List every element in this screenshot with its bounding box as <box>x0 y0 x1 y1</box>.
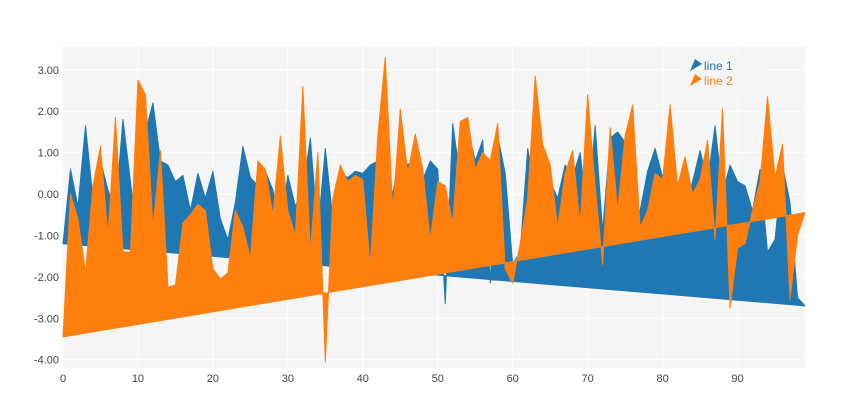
series-area-2 <box>62 56 806 363</box>
x-tick-label: 0 <box>60 373 66 385</box>
y-tick-label: -3.00 <box>34 313 59 325</box>
x-tick-label: 80 <box>656 373 668 385</box>
x-tick-label: 60 <box>507 373 519 385</box>
series-layer <box>62 56 806 363</box>
y-tick-label: 3.00 <box>38 65 59 77</box>
legend-swatch-2 <box>690 74 702 86</box>
x-tick-label: 90 <box>731 373 743 385</box>
x-tick-label: 40 <box>357 373 369 385</box>
y-tick-label: -4.00 <box>34 355 59 367</box>
y-tick-label: -2.00 <box>34 272 59 284</box>
x-tick-label: 50 <box>432 373 444 385</box>
x-tick-label: 10 <box>132 373 144 385</box>
y-tick-label: 2.00 <box>38 106 59 118</box>
y-axis-ticks: -4.00 -3.00 -2.00 -1.00 0.00 1.00 2.00 3.00 <box>34 65 59 367</box>
y-tick-label: 1.00 <box>38 148 59 160</box>
x-axis-ticks: 0 10 20 30 40 50 60 70 80 90 <box>60 373 744 385</box>
y-tick-label: 0.00 <box>38 189 59 201</box>
x-tick-label: 70 <box>582 373 594 385</box>
legend-swatch-1 <box>690 59 702 71</box>
x-tick-label: 20 <box>207 373 219 385</box>
legend-label-1: line 1 <box>704 59 733 73</box>
y-tick-label: -1.00 <box>34 230 59 242</box>
legend-label-2: line 2 <box>704 74 733 88</box>
x-tick-label: 30 <box>282 373 294 385</box>
